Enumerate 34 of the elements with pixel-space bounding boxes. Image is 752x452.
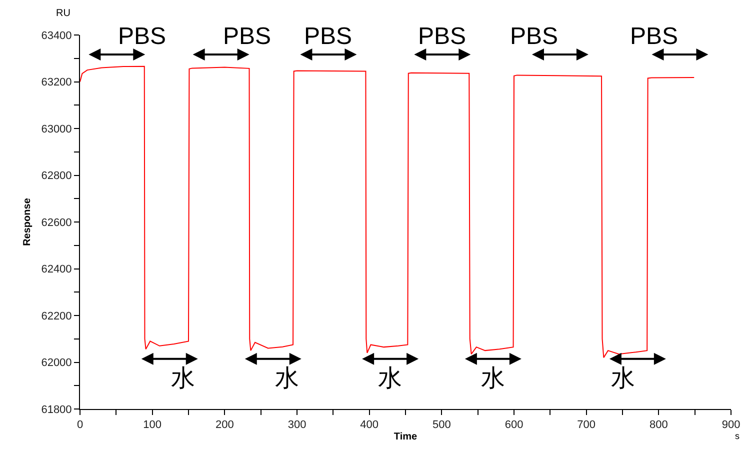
- annotation: 水: [481, 365, 505, 392]
- annotation: 水: [171, 365, 195, 392]
- x-tick-label: 300: [288, 419, 306, 432]
- x-tick-label: 900: [722, 419, 740, 432]
- y-tick-label: 63200: [41, 76, 72, 89]
- annotation: PBS: [418, 23, 466, 50]
- x-tick-label: 800: [649, 419, 668, 432]
- y-tick-label: 61800: [41, 404, 72, 416]
- x-tick-label: 600: [504, 419, 524, 432]
- annotation: PBS: [630, 23, 678, 50]
- y-tick-label: 63000: [41, 123, 72, 136]
- y-tick-label: 62200: [41, 310, 72, 322]
- annotation: PBS: [304, 23, 352, 50]
- y-tick-label: 62600: [41, 216, 72, 229]
- text: RU: [56, 8, 70, 19]
- annotation: 水: [611, 365, 635, 392]
- x-tick-label: 500: [432, 419, 451, 432]
- annotation: 水: [378, 365, 402, 392]
- text: s: [735, 431, 740, 441]
- y-tick-label: 62400: [41, 264, 72, 276]
- x-tick-label: 200: [215, 419, 234, 432]
- x-tick-label: 0: [76, 419, 84, 432]
- annotation: 水: [275, 365, 299, 392]
- x-tick-label: 100: [143, 419, 162, 432]
- x-tick-label: 400: [360, 419, 379, 432]
- annotation: PBS: [510, 23, 558, 50]
- y-tick-label: 63400: [41, 30, 72, 42]
- y-tick-label: 62800: [41, 170, 72, 182]
- x-axis-title: Time: [394, 432, 418, 443]
- annotation: PBS: [118, 23, 166, 50]
- x-tick-label: 700: [577, 419, 596, 432]
- annotation: PBS: [223, 23, 272, 50]
- y-axis-title: Response: [22, 198, 34, 246]
- y-tick-label: 62000: [41, 357, 72, 370]
